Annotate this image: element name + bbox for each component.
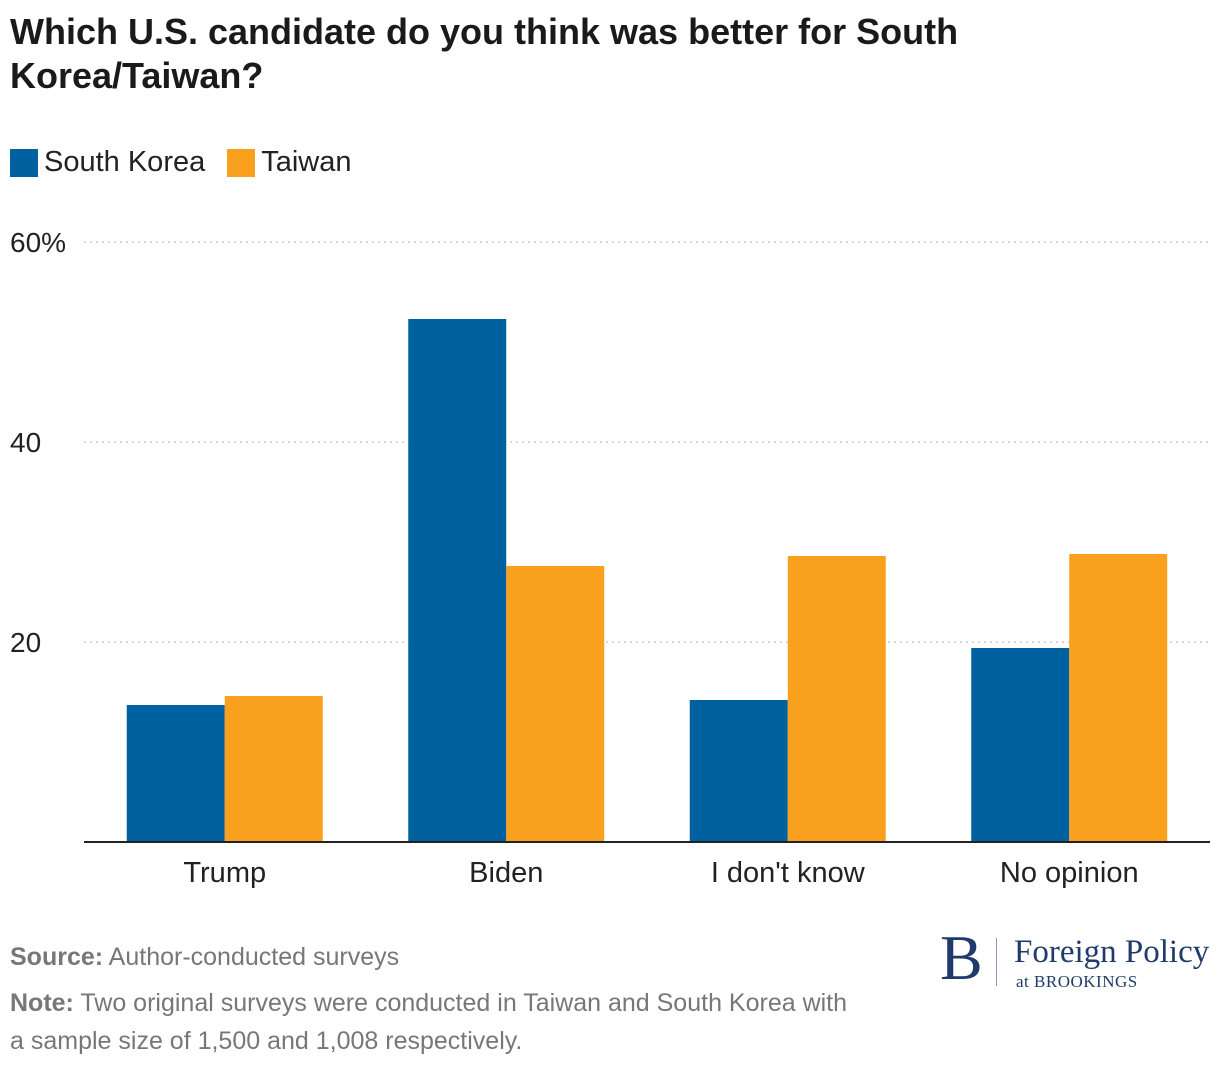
chart-title: Which U.S. candidate do you think was be… <box>10 11 959 96</box>
brookings-logo: B Foreign Policy at BROOKINGS <box>940 926 1215 1000</box>
x-tick-label-0: Trump <box>183 857 266 889</box>
legend-swatch-taiwan <box>227 148 256 177</box>
bar-taiwan-3 <box>1069 554 1168 842</box>
note-label: Note: <box>10 989 74 1017</box>
legend-swatch-south-korea <box>10 148 38 177</box>
logo-name: Foreign Policy <box>1014 934 1210 970</box>
bar-south-korea-0 <box>126 705 225 842</box>
logo-subtitle: at BROOKINGS <box>1016 972 1138 991</box>
bar-south-korea-2 <box>689 700 788 842</box>
x-tick-label-1: Biden <box>469 857 543 889</box>
logo-divider <box>996 938 997 986</box>
y-tick-label-40: 40 <box>10 427 41 458</box>
legend-item-south-korea: South Korea <box>10 146 205 179</box>
legend-label-taiwan: Taiwan <box>261 146 352 178</box>
y-tick-label-20: 20 <box>10 627 41 658</box>
note-line: Note: Two original surveys were conducte… <box>10 984 850 1060</box>
bar-taiwan-2 <box>787 556 886 842</box>
bar-south-korea-3 <box>971 648 1070 842</box>
legend-item-taiwan: Taiwan <box>227 146 352 179</box>
bar-south-korea-1 <box>408 319 507 842</box>
bar-taiwan-0 <box>224 696 323 842</box>
source-text: Author-conducted surveys <box>108 943 400 971</box>
legend-label-south-korea: South Korea <box>44 146 206 178</box>
bar-taiwan-1 <box>506 566 605 842</box>
bar-chart: 20 40 60% Trump Biden I don't know No opinion <box>10 227 1210 889</box>
logo-letter: B <box>940 922 983 993</box>
source-line: Source: Author-conducted surveys <box>10 938 399 976</box>
legend: South Korea Taiwan <box>10 146 374 179</box>
y-tick-label-60: 60% <box>10 227 66 258</box>
note-text: Two original surveys were conducted in T… <box>10 989 848 1055</box>
x-tick-label-3: No opinion <box>1000 857 1139 889</box>
source-label: Source: <box>10 943 104 971</box>
x-tick-label-2: I don't know <box>711 857 866 889</box>
